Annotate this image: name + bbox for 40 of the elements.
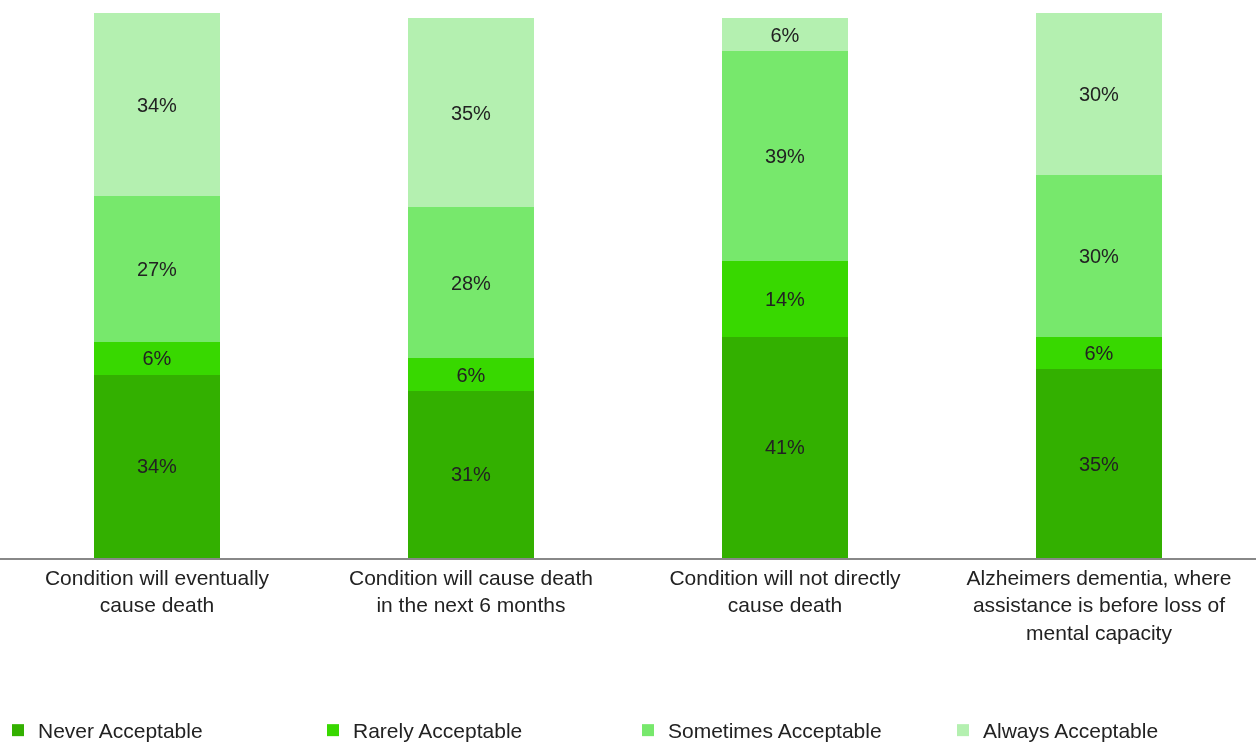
data-label: 30% [1078,82,1120,105]
bar [722,336,848,558]
data-label: 6% [456,363,486,386]
bar [94,13,220,197]
legend-label: Sometimes Acceptable [668,719,882,743]
data-label: 30% [1078,244,1120,267]
bar [94,196,220,343]
bar [1036,174,1162,337]
data-label: 6% [770,23,800,46]
bar [94,342,220,375]
x-tick-label: Condition will not directly cause death [669,565,902,617]
bar [408,207,534,359]
bar [1036,369,1162,558]
bar [408,358,534,391]
x-tick-label: Condition will eventually cause death [44,565,270,617]
data-label: 35% [450,101,492,124]
data-label: 31% [450,463,492,486]
bar [408,390,534,558]
legend-label: Rarely Acceptable [353,719,523,743]
bar [1036,13,1162,175]
data-label: 34% [136,93,178,116]
legend-label: Never Acceptable [38,719,203,743]
legend-label: Always Acceptable [983,719,1159,743]
data-label: 41% [764,436,806,459]
bar [94,374,220,558]
data-label: 14% [764,287,806,310]
bar [722,50,848,262]
bar [408,18,534,208]
x-tick-label: Alzheimers dementia, where assistance is before loss of mental capacity [966,565,1232,644]
data-label: 6% [1084,341,1114,364]
data-label: 34% [136,455,178,478]
data-label: 35% [1078,452,1120,475]
data-label: 6% [142,347,172,370]
x-tick-label: Condition will cause death in the next 6 months [349,565,593,617]
bar [722,18,848,51]
bar [722,261,848,337]
data-label: 28% [450,271,492,294]
data-label: 39% [764,144,806,167]
bar [1036,336,1162,370]
data-label: 27% [136,258,178,281]
